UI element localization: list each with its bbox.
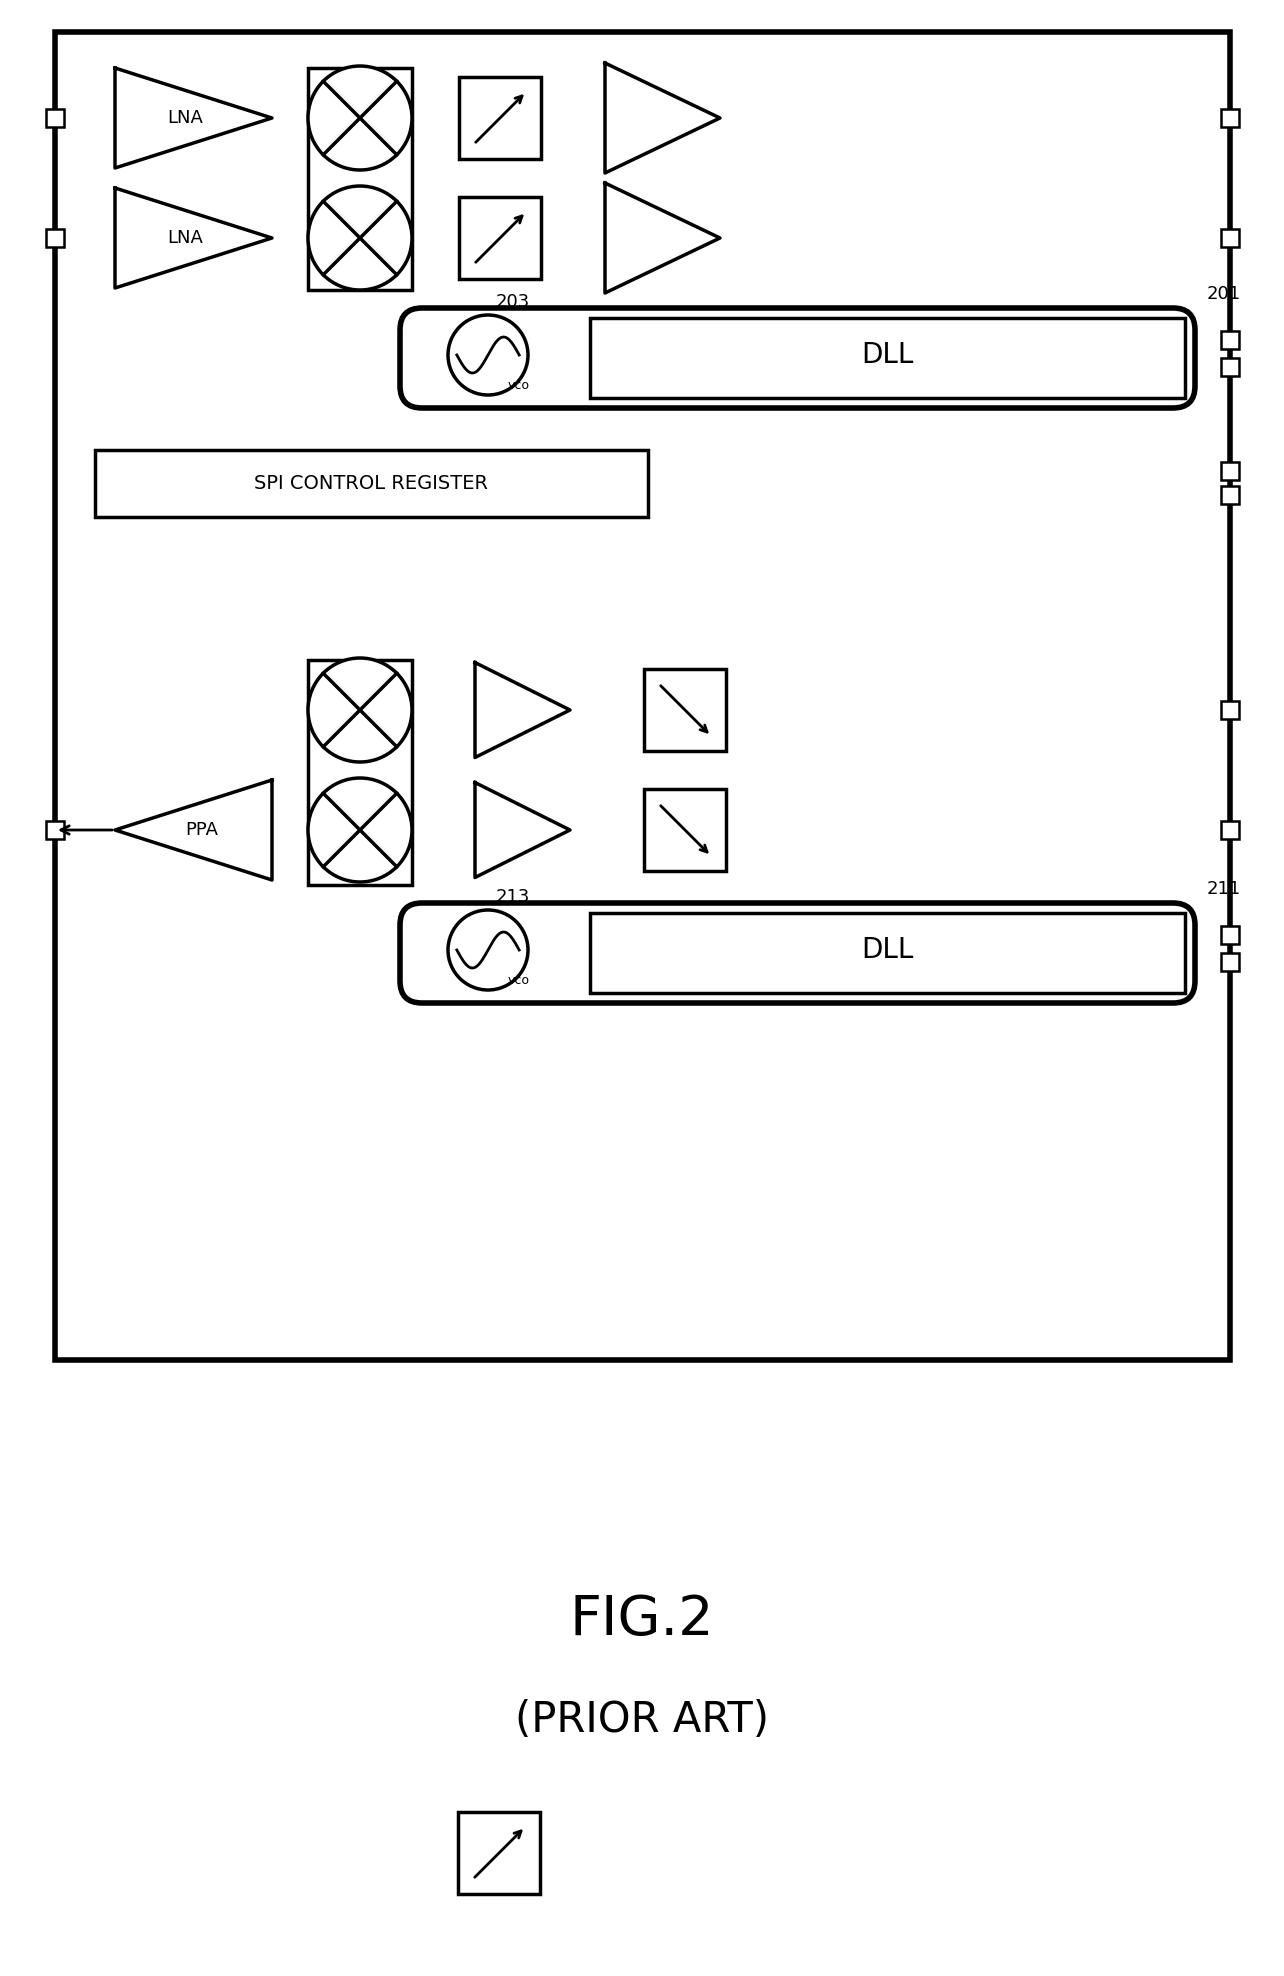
Bar <box>1221 952 1239 970</box>
Text: 211: 211 <box>1207 879 1242 897</box>
Bar <box>645 670 725 751</box>
Text: 201: 201 <box>1207 285 1242 302</box>
Bar <box>1221 109 1239 126</box>
Text: DLL: DLL <box>862 342 914 370</box>
Bar <box>46 820 64 840</box>
Bar <box>1221 701 1239 719</box>
FancyBboxPatch shape <box>401 903 1195 1004</box>
FancyBboxPatch shape <box>401 308 1195 407</box>
Circle shape <box>308 65 412 170</box>
Circle shape <box>448 911 528 990</box>
Bar <box>591 318 1185 397</box>
Circle shape <box>308 658 412 763</box>
Text: LNA: LNA <box>168 109 203 126</box>
Bar <box>458 77 541 158</box>
Text: LNA: LNA <box>168 229 203 247</box>
Text: vco: vco <box>508 974 530 986</box>
Text: FIG.2: FIG.2 <box>570 1593 714 1648</box>
Circle shape <box>448 314 528 395</box>
Text: DLL: DLL <box>862 937 914 964</box>
Bar <box>308 660 412 885</box>
Bar <box>1221 486 1239 504</box>
Bar <box>645 788 725 871</box>
Bar <box>1221 358 1239 375</box>
Circle shape <box>308 779 412 881</box>
Bar <box>55 32 1230 1359</box>
Text: PPA: PPA <box>185 820 218 840</box>
Bar <box>95 451 648 518</box>
Text: (PRIOR ART): (PRIOR ART) <box>515 1699 769 1741</box>
Bar <box>1221 462 1239 480</box>
Circle shape <box>308 186 412 290</box>
Bar <box>308 67 412 290</box>
Text: 213: 213 <box>496 887 530 907</box>
Text: vco: vco <box>508 379 530 391</box>
Bar <box>1221 927 1239 945</box>
Bar <box>46 229 64 247</box>
Bar <box>591 913 1185 994</box>
Bar <box>1221 332 1239 350</box>
Bar <box>1221 820 1239 840</box>
Bar <box>1221 229 1239 247</box>
Text: 203: 203 <box>496 292 530 310</box>
Bar <box>458 198 541 279</box>
Text: SPI CONTROL REGISTER: SPI CONTROL REGISTER <box>254 474 488 492</box>
Bar <box>458 1812 541 1895</box>
Bar <box>46 109 64 126</box>
